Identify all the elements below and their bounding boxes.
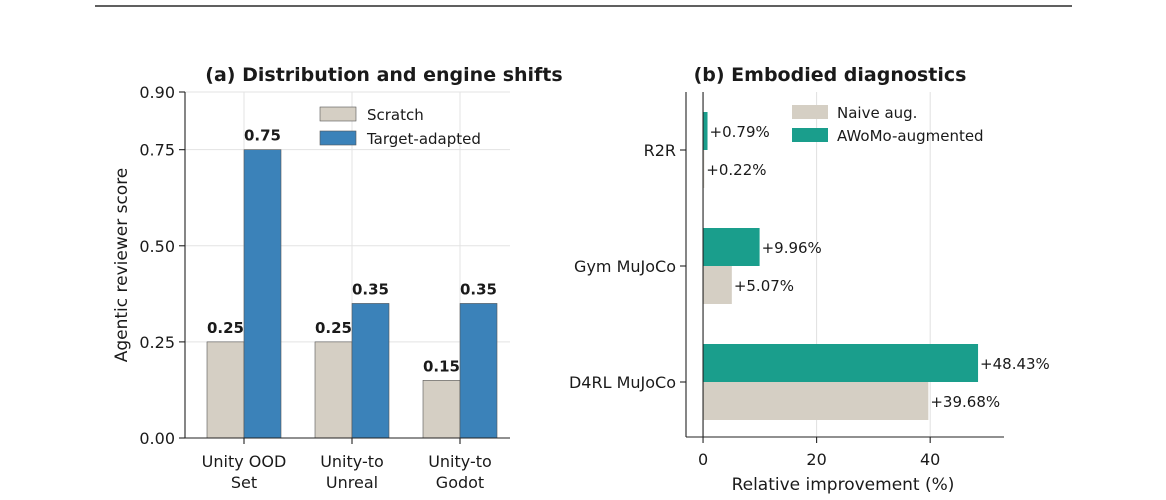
bar-label: +5.07%: [734, 277, 794, 295]
bar-label: +0.79%: [710, 123, 770, 141]
bar-awomo-augmented-3: [703, 344, 979, 382]
x-tick-label: Unity-to Unreal: [320, 452, 384, 492]
y-tick-label: 0.50: [139, 237, 175, 256]
chart-a-title: (a) Distribution and engine shifts: [205, 64, 562, 86]
bar-label: 0.35: [460, 280, 497, 298]
legend-swatch: [792, 128, 828, 142]
x-tick-label: 0: [698, 450, 708, 469]
chart-b: +0.79% +9.96% +48.43% +0.22% +5.07% +39.68% R2…: [569, 64, 1050, 495]
bar-naive-aug-1: [703, 150, 705, 188]
bar-label: 0.35: [352, 280, 389, 298]
y-tick-label: 0.25: [139, 333, 175, 352]
y-axis-label: Agentic reviewer score: [112, 168, 132, 363]
chart-b-title: (b) Embodied diagnostics: [694, 64, 967, 86]
bar-awomo-augmented-1: [703, 112, 708, 150]
bar-label: +48.43%: [980, 355, 1050, 373]
bar-label: 0.75: [244, 127, 281, 145]
y-tick-label: 0.75: [139, 141, 175, 160]
x-axis-label: Relative improvement (%): [732, 475, 955, 495]
bar-label: 0.25: [315, 319, 352, 337]
x-tick-label: 20: [806, 450, 826, 469]
y-tick-label: D4RL MuJoCo: [569, 373, 676, 392]
x-tick-label: 40: [920, 450, 940, 469]
bar-label: +9.96%: [762, 239, 822, 257]
y-tick-label: 0.00: [139, 429, 175, 448]
legend-label: Naive aug.: [837, 104, 917, 122]
bar-naive-aug-2: [703, 266, 732, 304]
legend-swatch: [319, 130, 357, 146]
chart-a: 0.25 0.25 0.15 0.75 0.35 0.35 0.00 0.25 0.50 0.75…: [112, 64, 563, 492]
x-tick-label: Unity OOD Set: [202, 452, 287, 492]
bar-scratch-2: [314, 341, 353, 439]
bar-scratch-1: [206, 341, 245, 439]
bar-awomo-augmented-2: [703, 228, 760, 266]
bar-target-adapted-2: [351, 303, 390, 439]
y-tick-label: Gym MuJoCo: [574, 257, 676, 276]
legend-swatch: [319, 106, 357, 122]
legend-label: Scratch: [367, 106, 424, 124]
bar-scratch-3: [422, 380, 461, 439]
legend-label: AWoMo-augmented: [837, 127, 984, 145]
x-tick-label: Unity-to Godot: [428, 452, 492, 492]
bar-target-adapted-3: [459, 303, 498, 439]
bar-label: 0.25: [207, 319, 244, 337]
y-tick-label: R2R: [644, 141, 676, 160]
legend-swatch: [792, 105, 828, 119]
bar-label: +39.68%: [930, 393, 1000, 411]
bar-label: +0.22%: [706, 161, 766, 179]
bar-naive-aug-3: [703, 382, 929, 420]
bar-target-adapted-1: [243, 149, 282, 439]
bar-label: 0.15: [423, 357, 460, 375]
legend-label: Target-adapted: [366, 130, 481, 148]
y-tick-label: 0.90: [139, 83, 175, 102]
